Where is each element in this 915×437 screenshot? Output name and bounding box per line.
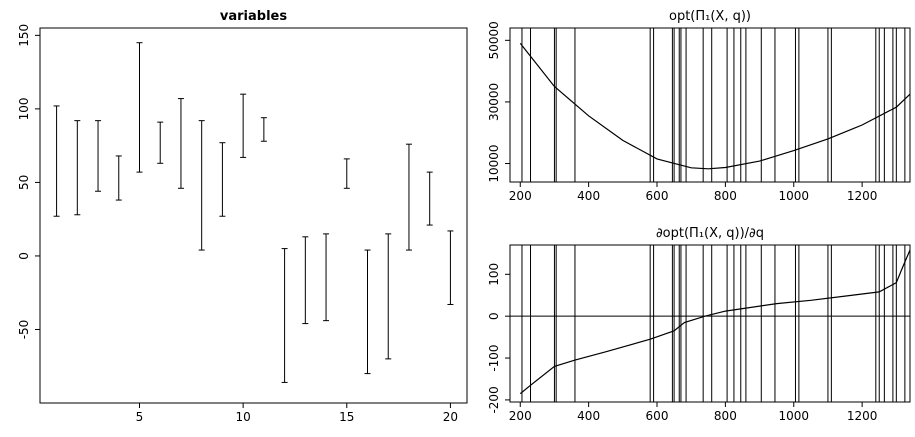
panel-1-x-tick-label: 15: [339, 410, 354, 424]
panel-1-y-tick-label: 150: [17, 24, 31, 47]
panel-3-x-tick-label: 400: [577, 409, 600, 423]
panel-3-frame: [509, 244, 911, 403]
panel-1-x-tick-label: 20: [443, 410, 458, 424]
panel-1-y-tick-label: 50: [17, 175, 31, 190]
panel-2-x-tick-label: 800: [714, 189, 737, 203]
panel-2-x-tick-label: 1200: [847, 189, 878, 203]
panel-3-x-tick-label: 800: [714, 409, 737, 423]
panel-1-title: variables: [220, 9, 287, 24]
panel-1-x-tick-label: 10: [235, 410, 250, 424]
panel-2-x-tick-label: 1000: [778, 189, 809, 203]
panel-2-x-tick-label: 400: [577, 189, 600, 203]
panel-3-y-tick-label: 100: [487, 263, 501, 286]
panel-2-x-tick-label: 600: [646, 189, 669, 203]
panel-2-y-tick-label: 30000: [487, 83, 501, 121]
panel-3-y-tick-label: -100: [487, 344, 501, 371]
panel-2-series-line: [519, 43, 911, 170]
panel-1-frame: [39, 27, 468, 404]
panel-1-y-tick-label: -50: [17, 320, 31, 340]
panel-2-y-tick-label: 50000: [487, 21, 501, 59]
panel-1-y-tick-label: 0: [17, 252, 31, 260]
panel-3-y-tick-label: 0: [487, 312, 501, 320]
panel-1-x-tick-label: 5: [136, 410, 144, 424]
panel-3-x-tick-label: 1000: [778, 409, 809, 423]
panel-3-title: ∂opt(Π₁(X, q))/∂q: [656, 226, 764, 241]
panel-3-x-tick-label: 200: [509, 409, 532, 423]
panel-2-title: opt(Π₁(X, q)): [669, 9, 751, 24]
panel-2-x-tick-label: 200: [509, 189, 532, 203]
panel-2-y-tick-label: 10000: [487, 144, 501, 182]
panel-1-y-tick-label: 100: [17, 97, 31, 120]
panel-3-x-tick-label: 600: [646, 409, 669, 423]
panel-3-y-tick-label: -200: [487, 386, 501, 413]
panel-3-x-tick-label: 1200: [847, 409, 878, 423]
panel-3-series-line: [519, 249, 911, 395]
panel-2-frame: [509, 27, 911, 183]
